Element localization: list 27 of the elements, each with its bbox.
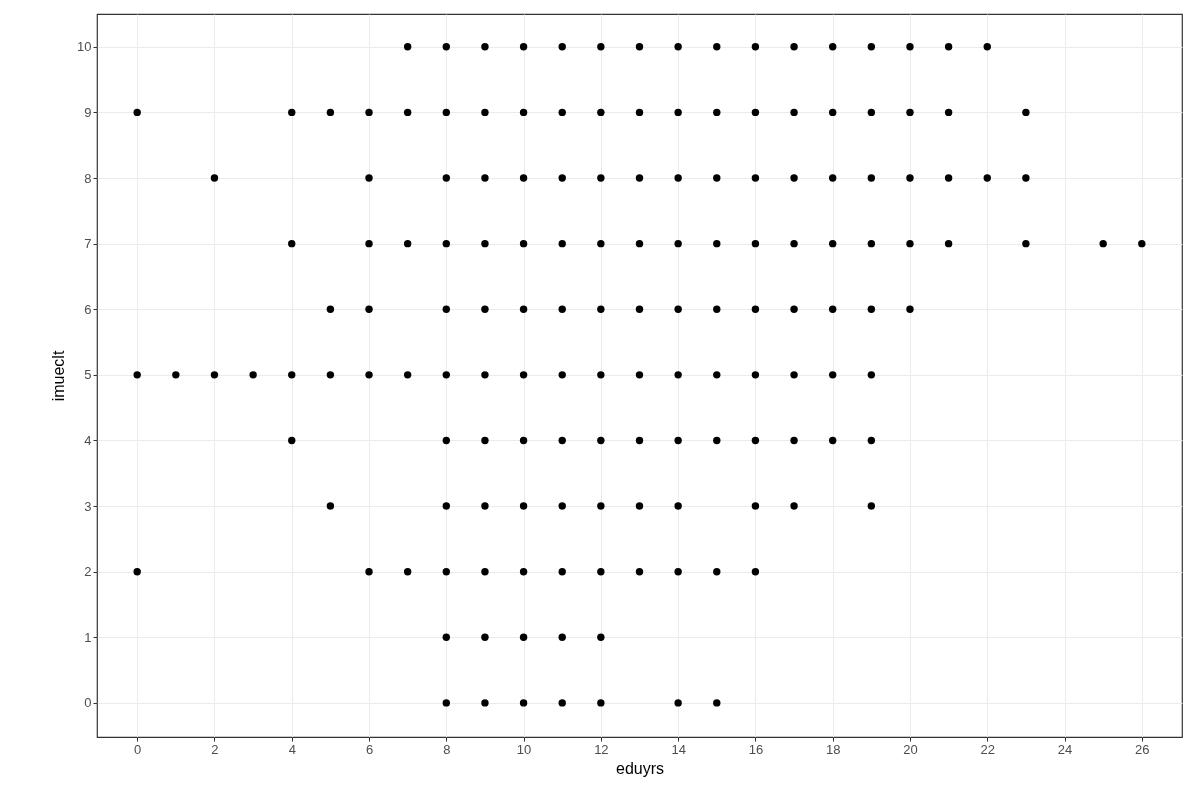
x-tick-label: 8 bbox=[443, 741, 451, 757]
y-tick-label: 4 bbox=[84, 432, 92, 448]
y-tick-label: 10 bbox=[77, 39, 92, 55]
y-tick-label: 1 bbox=[84, 629, 92, 645]
y-tick-label: 6 bbox=[84, 301, 92, 317]
x-axis-title: eduyrs bbox=[615, 759, 665, 777]
y-tick-label: 0 bbox=[84, 695, 92, 711]
x-tick-label: 14 bbox=[671, 741, 686, 757]
x-tick-label: 2 bbox=[211, 741, 219, 757]
x-tick-label: 6 bbox=[365, 741, 374, 757]
x-tick-label: 24 bbox=[1057, 741, 1073, 757]
y-tick-label: 5 bbox=[84, 367, 92, 383]
x-tick-label: 16 bbox=[748, 741, 764, 757]
x-tick-label: 4 bbox=[288, 741, 296, 757]
y-tick-label: 3 bbox=[84, 498, 92, 514]
y-axis-title: imueclt bbox=[50, 350, 68, 402]
x-tick-label: 26 bbox=[1135, 741, 1150, 757]
x-tick-label: 0 bbox=[134, 741, 142, 757]
x-tick-label: 22 bbox=[980, 741, 995, 757]
x-tick-label: 10 bbox=[516, 741, 532, 757]
y-tick-label: 2 bbox=[84, 564, 92, 580]
y-tick-label: 9 bbox=[84, 104, 92, 120]
x-tick-label: 20 bbox=[903, 741, 918, 757]
x-tick-label: 18 bbox=[825, 741, 841, 757]
y-tick-label: 7 bbox=[84, 236, 92, 252]
y-tick-label: 8 bbox=[84, 170, 92, 186]
x-tick-label: 12 bbox=[594, 741, 609, 757]
